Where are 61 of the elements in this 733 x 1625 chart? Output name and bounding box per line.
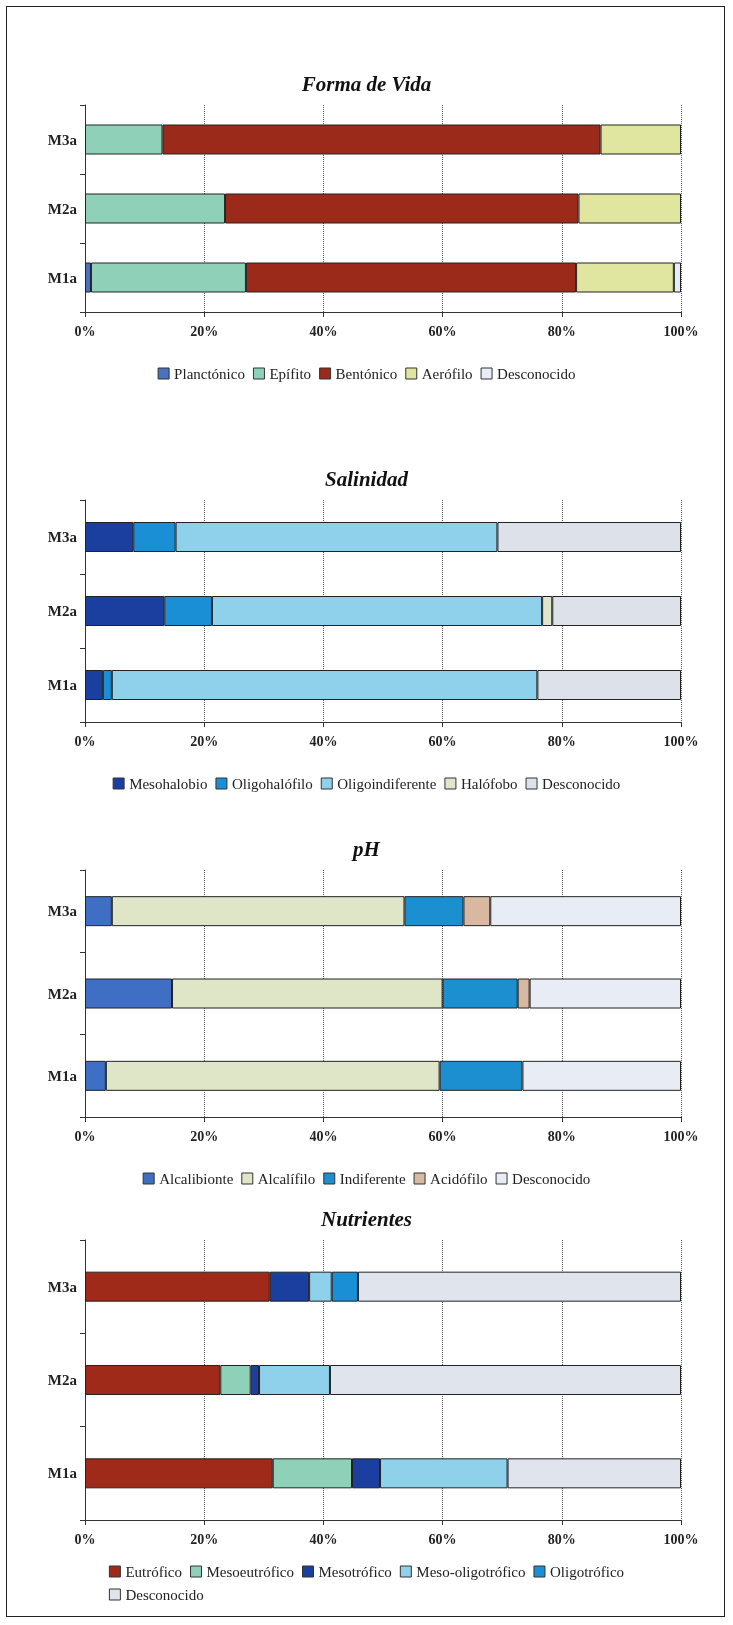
x-tick-label: 0% <box>74 733 96 749</box>
legend-label: Epífito <box>269 365 312 382</box>
y-tick-label: M3a <box>47 903 78 920</box>
x-tick-label: 0% <box>74 1531 96 1547</box>
legend-label: Eutrófico <box>125 1563 183 1580</box>
x-tick-label: 80% <box>547 1531 576 1547</box>
legend-label: Alcalibionte <box>159 1170 234 1187</box>
x-tick-label: 100% <box>663 1531 699 1547</box>
y-tick-label: M3a <box>47 131 78 148</box>
y-tick-label: M3a <box>47 529 78 545</box>
legend-label: Acidófilo <box>430 1170 488 1187</box>
legend-label: Oligohalófilo <box>231 775 313 792</box>
x-tick-label: 80% <box>547 323 576 339</box>
y-tick-label: M2a <box>47 1372 78 1388</box>
legend-label: Mesoeutrófico <box>206 1563 295 1580</box>
legend-label: Indiferente <box>339 1170 406 1187</box>
y-tick-label: M1a <box>47 677 78 693</box>
y-tick-label: M1a <box>47 1067 78 1084</box>
legend-label: Desconocido <box>542 775 621 792</box>
x-tick-label: 40% <box>309 1531 338 1547</box>
chart-title: Nutrientes <box>319 1206 413 1231</box>
y-tick-label: M1a <box>47 269 78 286</box>
y-tick-label: M3a <box>47 1278 78 1295</box>
legend-label: Aerófilo <box>421 365 473 382</box>
x-tick-label: 100% <box>663 323 699 339</box>
x-tick-label: 80% <box>547 733 576 749</box>
x-tick-label: 40% <box>309 733 338 749</box>
legend-label: Desconocido <box>125 1586 204 1603</box>
y-tick-label: M2a <box>47 200 78 217</box>
x-tick-label: 20% <box>190 1531 219 1547</box>
x-tick-label: 0% <box>74 1128 96 1144</box>
legend-label: Mesohalobio <box>129 775 208 792</box>
legend-label: Desconocido <box>497 365 576 382</box>
chart-title: Salinidad <box>325 466 409 491</box>
x-tick-label: 100% <box>663 733 699 749</box>
x-tick-label: 40% <box>309 1128 338 1144</box>
legend-label: Alcalífilo <box>257 1170 316 1187</box>
x-tick-label: 20% <box>190 733 219 749</box>
x-tick-label: 60% <box>428 323 457 339</box>
x-tick-label: 60% <box>428 1128 457 1144</box>
legend-label: Desconocido <box>512 1170 591 1187</box>
chart-title: Forma de Vida <box>300 71 432 96</box>
x-tick-label: 40% <box>309 323 338 339</box>
x-tick-label: 0% <box>74 323 96 339</box>
legend-label: Planctónico <box>174 365 245 382</box>
legend-label: Oligoindiferente <box>337 775 437 792</box>
x-tick-label: 60% <box>428 1531 457 1547</box>
chart-title: pH <box>351 836 381 861</box>
legend-label: Meso-oligotrófico <box>416 1563 526 1580</box>
x-tick-label: 20% <box>190 323 219 339</box>
x-tick-label: 80% <box>547 1128 576 1144</box>
x-tick-label: 20% <box>190 1128 219 1144</box>
y-tick-label: M1a <box>47 1465 78 1482</box>
legend-label: Bentónico <box>335 365 398 382</box>
x-tick-label: 100% <box>663 1128 699 1144</box>
y-tick-label: M2a <box>47 603 78 619</box>
x-tick-label: 60% <box>428 733 457 749</box>
legend-label: Oligotrófico <box>549 1563 625 1580</box>
legend-label: Mesotrófico <box>318 1563 392 1580</box>
legend-label: Halófobo <box>460 775 518 792</box>
y-tick-label: M2a <box>47 985 78 1002</box>
